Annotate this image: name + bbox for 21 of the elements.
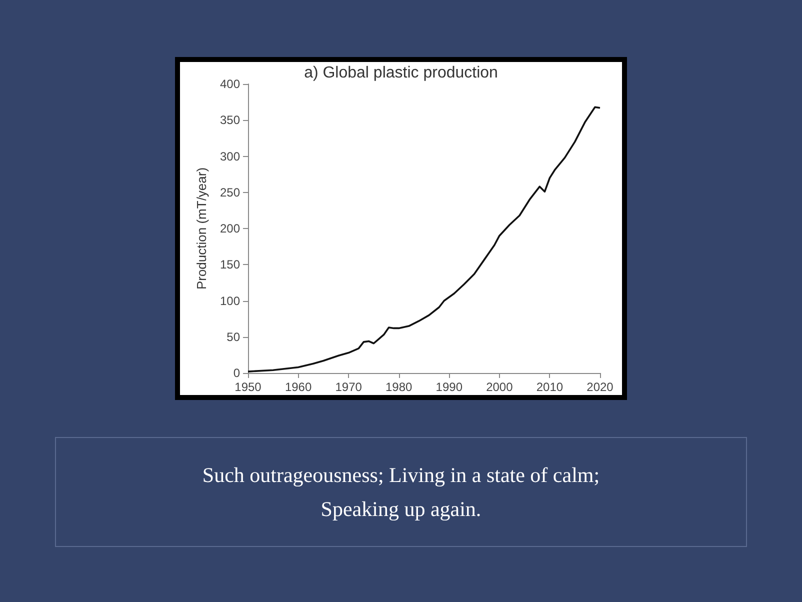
x-tick-label: 1980 — [386, 380, 413, 394]
y-tick-label: 350 — [220, 113, 240, 128]
y-tick-label: 250 — [220, 185, 240, 200]
x-tick-label: 1950 — [234, 380, 262, 394]
y-tick-label: 150 — [220, 258, 240, 272]
y-axis-title: Production (mT/year) — [194, 167, 209, 290]
x-tick-label: 1990 — [436, 380, 463, 394]
y-tick-label: 100 — [220, 294, 240, 308]
text: Speaking up again. — [320, 496, 482, 523]
y-tick-label: 400 — [220, 77, 240, 91]
text: Such outrageousness; Living in a state of calm; — [202, 462, 600, 489]
chart-title: a) Global plastic production — [304, 64, 498, 82]
y-tick-label: 50 — [226, 330, 240, 344]
x-tick-label: 2010 — [536, 380, 564, 394]
y-tick-label: 0 — [233, 366, 240, 380]
y-tick-label: 200 — [220, 222, 240, 236]
x-tick-label: 2000 — [486, 380, 514, 394]
x-tick-label: 1960 — [284, 380, 312, 394]
y-tick-label: 300 — [220, 149, 240, 164]
x-tick-label: 1970 — [335, 380, 362, 394]
x-tick-label: 2020 — [586, 380, 614, 394]
